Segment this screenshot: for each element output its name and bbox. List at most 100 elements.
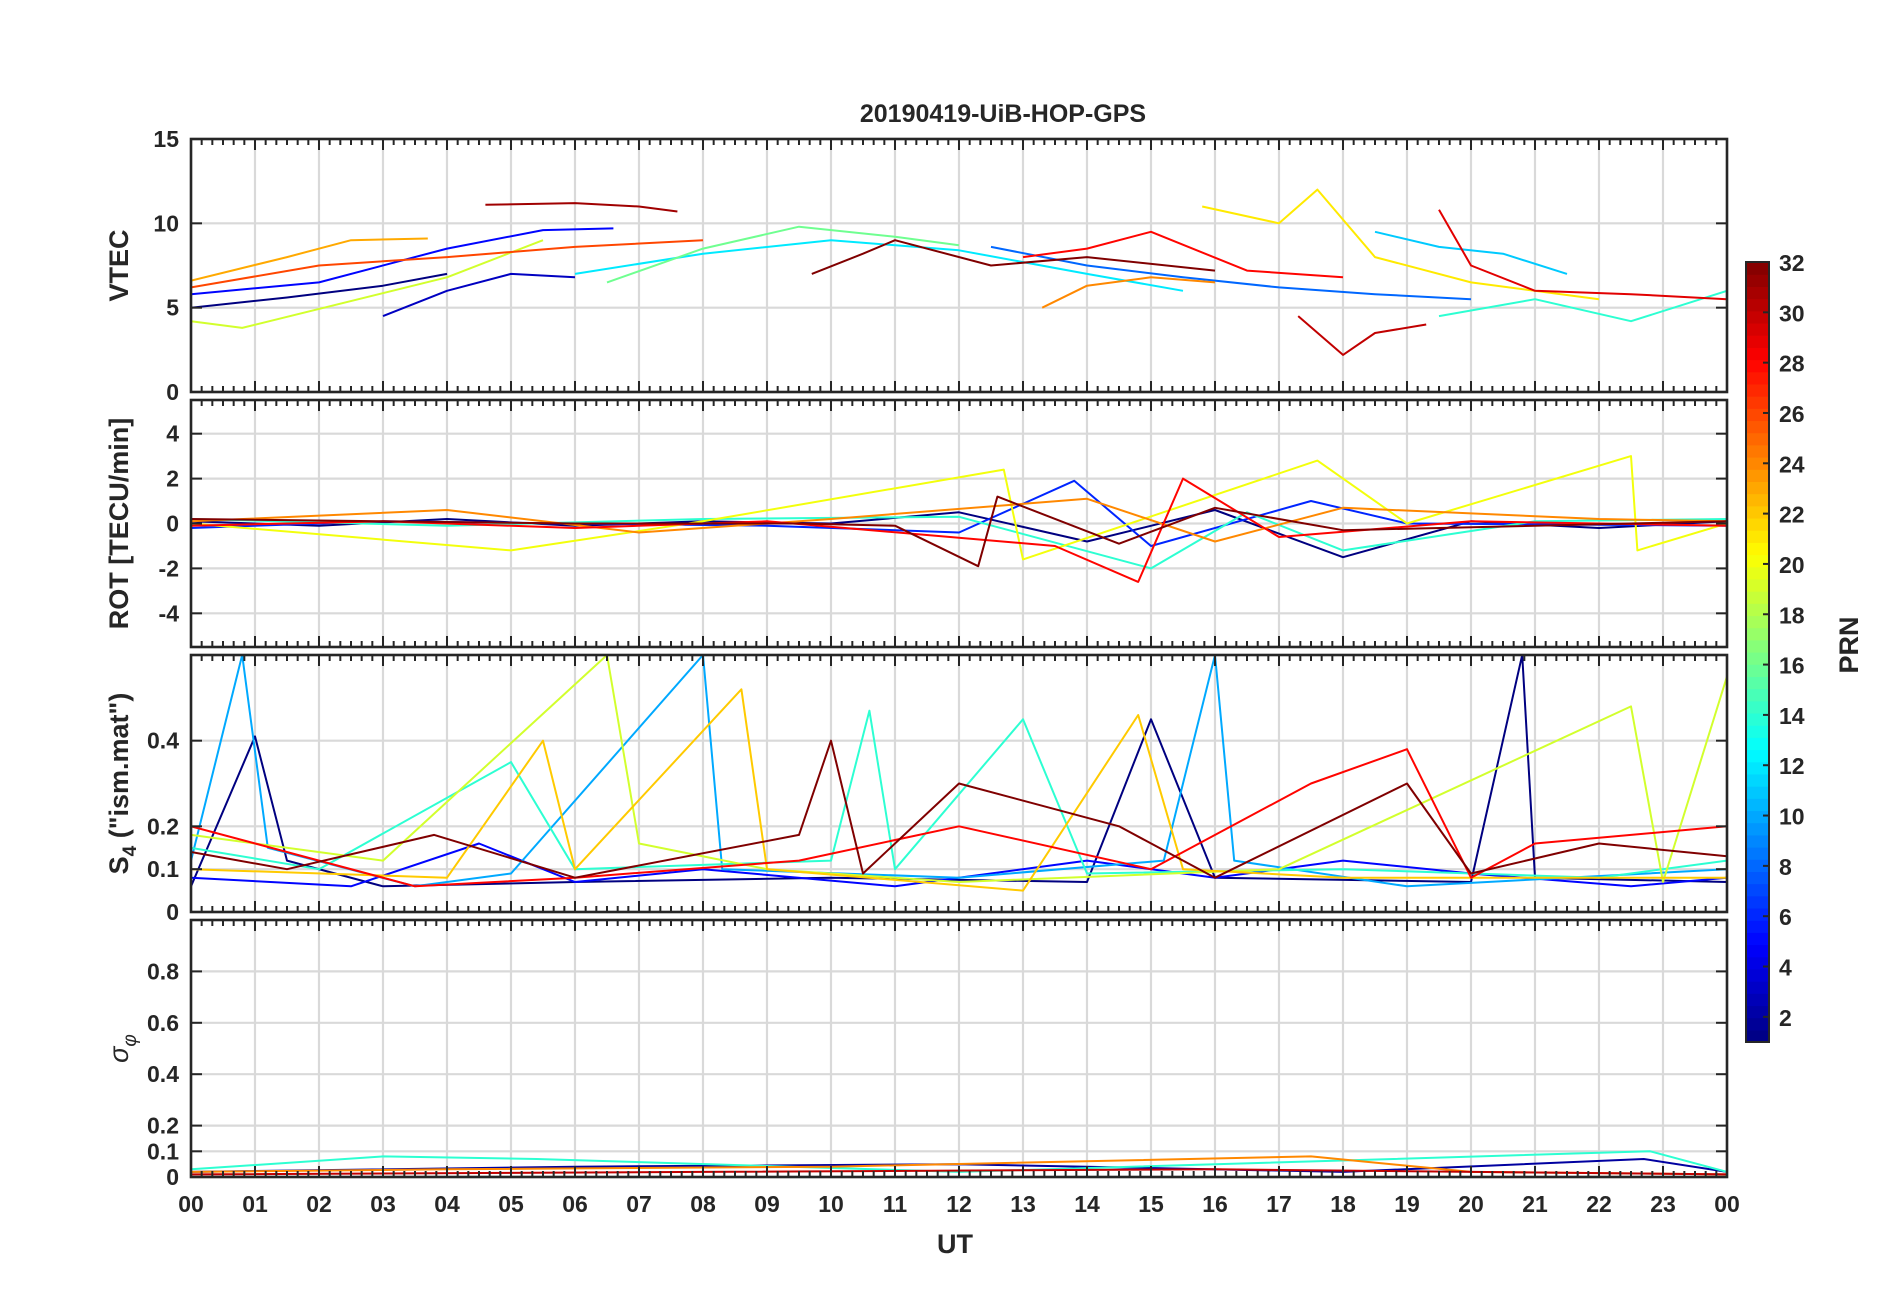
colorbar-segment xyxy=(1746,298,1769,312)
x-tick-label: 00 xyxy=(178,1191,204,1217)
y-tick-label: 5 xyxy=(166,295,179,321)
colorbar-segment xyxy=(1746,859,1769,872)
series-line-prn-14 xyxy=(191,709,1727,879)
y-tick-label: 0.2 xyxy=(147,813,179,839)
series-line-prn-32 xyxy=(811,239,1216,275)
colorbar-segment xyxy=(1746,432,1769,446)
colorbar-segment xyxy=(1746,505,1769,519)
colorbar-segment xyxy=(1746,566,1769,580)
colorbar-segment xyxy=(1746,895,1769,909)
colorbar-segment xyxy=(1746,591,1769,604)
colorbar-segment xyxy=(1746,737,1769,751)
colorbar-segment xyxy=(1746,871,1769,885)
y-label-main: σ xyxy=(104,1045,134,1063)
colorbar-segment xyxy=(1746,578,1769,592)
x-tick-label: 18 xyxy=(1330,1191,1356,1217)
series-line-prn-32 xyxy=(191,739,1727,879)
colorbar-segment xyxy=(1746,530,1769,543)
colorbar-segment xyxy=(1746,408,1769,422)
y-tick-label: 0 xyxy=(166,1164,179,1190)
y-tick-label: 2 xyxy=(166,466,179,492)
series-line-prn-19 xyxy=(191,239,544,329)
x-tick-label: 10 xyxy=(818,1191,844,1217)
panel-frame xyxy=(189,137,1729,394)
series-line-prn-32 xyxy=(191,495,1727,568)
x-axis-label: UT xyxy=(937,1229,973,1259)
x-tick-label: 12 xyxy=(946,1191,972,1217)
y-tick-label: 0 xyxy=(166,511,179,537)
colorbar-segment xyxy=(1746,481,1769,495)
y-axis-label-rot: ROT [TECU/min] xyxy=(104,418,134,629)
y-axis-label-sigma_phi: σφ xyxy=(104,1034,141,1063)
series-group xyxy=(191,188,1727,356)
series-line-prn-29 xyxy=(1438,209,1727,301)
colorbar-segment xyxy=(1746,262,1769,275)
x-tick-label: 04 xyxy=(434,1191,460,1217)
colorbar-segment xyxy=(1746,712,1769,726)
y-tick-label: -4 xyxy=(159,600,180,626)
x-tick-label: 16 xyxy=(1202,1191,1228,1217)
x-tick-label: 17 xyxy=(1266,1191,1292,1217)
series-line-prn-21 xyxy=(1201,188,1600,301)
colorbar-segment xyxy=(1746,457,1769,470)
x-tick-label: 09 xyxy=(754,1191,780,1217)
colorbar-segment xyxy=(1746,847,1769,860)
colorbar-segment xyxy=(1746,786,1769,799)
x-tick-label: 02 xyxy=(306,1191,332,1217)
x-tick-label: 22 xyxy=(1586,1191,1612,1217)
colorbar-segment xyxy=(1746,1017,1769,1031)
colorbar-segment xyxy=(1746,944,1769,958)
y-tick-label: 4 xyxy=(166,421,179,447)
series-line-prn-1 xyxy=(191,272,448,309)
x-tick-label: 03 xyxy=(370,1191,396,1217)
x-tick-label: 19 xyxy=(1394,1191,1420,1217)
series-line-prn-30 xyxy=(1297,315,1427,356)
x-tick-label: 07 xyxy=(626,1191,652,1217)
colorbar-segment xyxy=(1746,798,1769,812)
colorbar-segment xyxy=(1746,542,1769,556)
colorbar-segment xyxy=(1746,761,1769,775)
y-axis-label-s4: S4 ("ism.mat") xyxy=(104,693,141,875)
series-line-prn-31 xyxy=(485,202,678,213)
x-tick-label: 20 xyxy=(1458,1191,1484,1217)
y-tick-label: 0 xyxy=(166,379,179,405)
series-line-prn-16 xyxy=(606,225,960,284)
series-line-prn-5 xyxy=(191,227,614,296)
colorbar-tick-label: 22 xyxy=(1779,502,1805,528)
colorbar-segment xyxy=(1746,335,1769,348)
colorbar-segment xyxy=(1746,274,1769,287)
panel-frame xyxy=(189,398,1729,649)
y-tick-label: 0.8 xyxy=(147,958,179,984)
series-line-prn-19 xyxy=(191,655,1727,883)
colorbar-segment xyxy=(1746,627,1769,641)
colorbar-segment xyxy=(1746,676,1769,690)
panel-frame xyxy=(189,918,1729,1179)
colorbar-tick-label: 18 xyxy=(1779,602,1805,628)
colorbar-segment xyxy=(1746,664,1769,677)
colorbar-segment xyxy=(1746,883,1769,897)
colorbar-segment xyxy=(1746,725,1769,738)
series-line-prn-14 xyxy=(191,1150,1727,1173)
colorbar-segment xyxy=(1746,749,1769,763)
colorbar-tick-label: 12 xyxy=(1779,753,1805,779)
colorbar-tick-label: 32 xyxy=(1779,250,1805,276)
colorbar-tick-label: 2 xyxy=(1779,1005,1792,1031)
colorbar-tick-label: 10 xyxy=(1779,804,1805,830)
x-axis-tick-labels: 00 01 02 03 04 05 06 07 08 09 10 11 12 13 14 15 16 17 18 19… xyxy=(178,1191,1740,1217)
series-line-prn-1 xyxy=(191,655,1727,888)
panel-rot: -4 -2 0 2 4 ROT [TECU/min] xyxy=(104,398,1729,649)
series-line-prn-3 xyxy=(382,272,576,318)
colorbar-segment xyxy=(1746,920,1769,933)
colorbar-segment xyxy=(1746,603,1769,617)
colorbar-segment xyxy=(1746,371,1769,385)
panel-vtec: 0 5 10 15 VTEC xyxy=(104,126,1729,405)
series-line-prn-11 xyxy=(1374,230,1568,275)
figure-title: 20190419-UiB-HOP-GPS xyxy=(860,100,1146,128)
colorbar-segment xyxy=(1746,907,1769,921)
x-tick-label: 05 xyxy=(498,1191,524,1217)
colorbar-segment xyxy=(1746,700,1769,714)
series-line-prn-8 xyxy=(990,245,1472,301)
colorbar-segment xyxy=(1746,396,1769,409)
